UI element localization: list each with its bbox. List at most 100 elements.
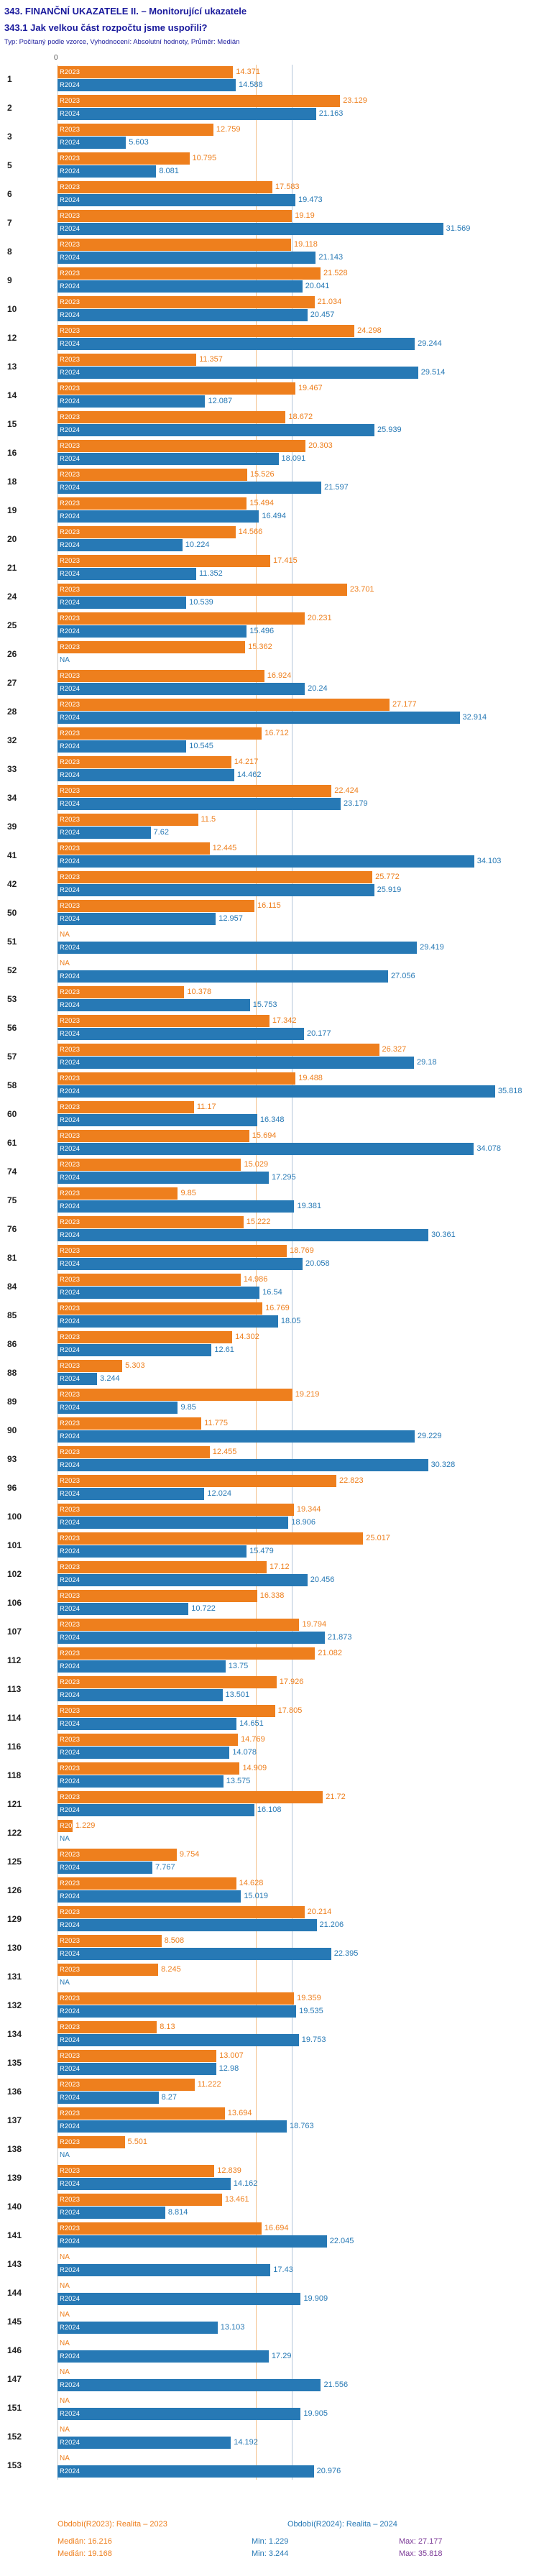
bar-R2024: R2024 — [57, 826, 151, 839]
series-tag: R2023 — [60, 1678, 80, 1686]
bar-R2024: R2024 — [57, 711, 460, 724]
value-label: 15.029 — [244, 1160, 269, 1169]
series-tag: R2024 — [60, 1863, 80, 1872]
series-tag: R2024 — [60, 713, 80, 722]
category-label: 141 — [7, 2230, 22, 2240]
bar-R2024: R2024 — [57, 1056, 415, 1069]
bar-R2024: R2024 — [57, 423, 374, 436]
bar-R2024: R2024 — [57, 481, 322, 494]
bar-line-R2023: R2023 26.327 — [57, 1043, 406, 1056]
value-label: 11.17 — [196, 1103, 216, 1112]
bar-R2023: R2023 — [57, 1244, 287, 1257]
value-label: 16.108 — [257, 1806, 282, 1815]
bar-line-R2024: R2024 21.163 — [57, 107, 343, 120]
category-label: 93 — [7, 1453, 17, 1464]
value-label: 11.352 — [198, 569, 223, 579]
series-tag: R2024 — [60, 1806, 80, 1814]
value-label: 18.763 — [289, 2122, 314, 2131]
bar-line-R2023: R2023 19.344 — [57, 1503, 321, 1516]
na-label: NA — [60, 959, 70, 967]
bar-group: 39 R2023 11.5 R2024 7.62 — [0, 812, 539, 841]
legend: Období(R2023): Realita – 2023 Období(R20… — [57, 2520, 539, 2529]
series-tag: R2023 — [60, 1879, 80, 1887]
series-tag: R2023 — [60, 1045, 80, 1054]
series-tag: R2024 — [60, 167, 80, 175]
series-tag: R2024 — [60, 1116, 80, 1124]
bar-line-R2023: NA — [57, 2424, 70, 2436]
bar-line-R2023: R2023 12.759 — [57, 123, 241, 136]
category-label: 5 — [7, 160, 12, 170]
bar-line-R2024: R2024 35.818 — [57, 1085, 522, 1098]
bar-line-R2024: NA — [57, 1833, 70, 1845]
series-tag: R2023 — [60, 1706, 80, 1715]
bar-group: 51 NA R2024 29.419 — [0, 927, 539, 956]
series-tag: R2023 — [60, 614, 80, 622]
series-tag: R2024 — [60, 2093, 80, 2102]
category-label: 28 — [7, 706, 17, 717]
bar-R2024: R2024 — [57, 1113, 257, 1126]
value-label: 29.18 — [417, 1058, 437, 1067]
value-label: 27.056 — [390, 972, 415, 981]
bar-group: 21 R2023 17.415 R2024 11.352 — [0, 553, 539, 582]
bar-group: 75 R2023 9.85 R2024 19.381 — [0, 1186, 539, 1215]
bar-line-R2024: NA — [57, 2149, 70, 2161]
bar-R2024: R2024 — [57, 1573, 308, 1586]
category-label: 76 — [7, 1223, 17, 1234]
bar-R2023: R2023 — [57, 612, 305, 625]
bar-line-R2023: R2023 17.342 — [57, 1014, 296, 1027]
series-tag: R2024 — [60, 569, 80, 578]
bar-R2024: R2024 — [57, 941, 418, 954]
bar-R2024: R2024 — [57, 2407, 301, 2420]
series-tag: R2023 — [60, 1994, 80, 2002]
bar-line-R2024: R2024 20.24 — [57, 682, 328, 695]
value-label: 35.818 — [497, 1087, 522, 1096]
category-label: 2 — [7, 102, 12, 113]
series-tag: R2024 — [60, 253, 80, 262]
value-label: 15.222 — [246, 1218, 271, 1227]
bar-R2024: R2024 — [57, 165, 157, 178]
value-label: 14.462 — [236, 770, 262, 780]
series-tag: R2023 — [60, 470, 80, 479]
bar-line-R2023: NA — [57, 2366, 70, 2378]
bar-R2024: R2024 — [57, 107, 316, 120]
bar-group: 85 R2023 16.769 R2024 18.05 — [0, 1301, 539, 1330]
series-tag: R2023 — [60, 1936, 80, 1945]
bar-R2024: R2024 — [57, 2292, 301, 2305]
bar-line-R2023: NA — [57, 957, 70, 970]
value-label: 25.939 — [377, 426, 402, 435]
bar-line-R2024: R2024 32.914 — [57, 711, 487, 724]
bar-R2023: R2023 — [57, 1014, 270, 1027]
value-label: 25.017 — [366, 1534, 390, 1543]
bar-line-R2023: R2023 17.583 — [57, 180, 300, 193]
bar-line-R2023: NA — [57, 2309, 70, 2321]
series-tag: R2024 — [60, 339, 80, 348]
bar-chart: 0 1 R2023 14.371 R2024 14.588 2 R2023 23.129 R20… — [0, 54, 539, 2480]
series-tag: R2024 — [60, 1633, 80, 1642]
bar-line-R2024: R2024 21.206 — [57, 1918, 344, 1931]
value-label: 19.219 — [295, 1390, 320, 1399]
category-label: 27 — [7, 677, 17, 688]
bar-group: 147 NA R2024 21.556 — [0, 2365, 539, 2393]
bar-line-R2024: R2024 18.906 — [57, 1516, 315, 1529]
value-label: 16.924 — [267, 671, 292, 681]
bar-line-R2024: R2024 12.98 — [57, 2062, 239, 2075]
series-tag: R2023 — [60, 2109, 80, 2117]
bar-R2023: R2023 — [57, 640, 246, 653]
value-label: 12.839 — [217, 2166, 241, 2176]
bar-R2024: R2024 — [57, 2120, 287, 2133]
value-label: 13.575 — [226, 1777, 251, 1786]
bar-line-R2024: R2024 34.078 — [57, 1142, 501, 1155]
bar-line-R2024: R2024 11.352 — [57, 567, 223, 580]
bar-line-R2024: R2024 20.058 — [57, 1257, 330, 1270]
bar-line-R2023: R2023 5.303 — [57, 1359, 145, 1372]
bar-line-R2024: R2024 19.753 — [57, 2033, 326, 2046]
bar-group: 9 R2023 21.528 R2024 20.041 — [0, 266, 539, 295]
series-tag: R2024 — [60, 1662, 80, 1670]
bar-line-R2024: R2024 19.909 — [57, 2292, 328, 2305]
series-tag: R2024 — [60, 2036, 80, 2044]
bar-group: 152 NA R2024 14.192 — [0, 2422, 539, 2451]
bar-R2023: R2023 — [57, 497, 247, 510]
bar-group: 52 NA R2024 27.056 — [0, 956, 539, 985]
bar-group: 130 R2023 8.508 R2024 22.395 — [0, 1933, 539, 1962]
na-label: NA — [60, 2368, 70, 2376]
